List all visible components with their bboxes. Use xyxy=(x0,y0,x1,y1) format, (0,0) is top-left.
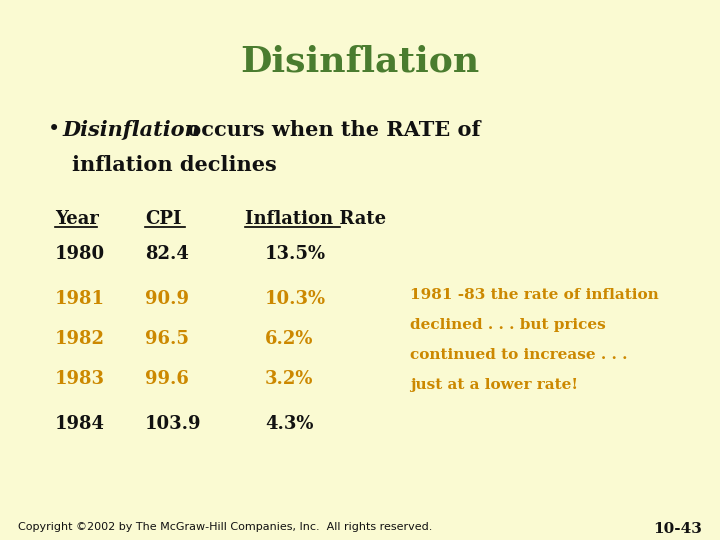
Text: inflation declines: inflation declines xyxy=(72,155,276,175)
Text: continued to increase . . .: continued to increase . . . xyxy=(410,348,628,362)
Text: 1982: 1982 xyxy=(55,330,105,348)
Text: Copyright ©2002 by The McGraw-Hill Companies, Inc.  All rights reserved.: Copyright ©2002 by The McGraw-Hill Compa… xyxy=(18,522,433,532)
Text: declined . . . but prices: declined . . . but prices xyxy=(410,318,606,332)
Text: 96.5: 96.5 xyxy=(145,330,189,348)
Text: 13.5%: 13.5% xyxy=(265,245,326,263)
Text: 1984: 1984 xyxy=(55,415,105,433)
Text: 1981: 1981 xyxy=(55,290,105,308)
Text: •: • xyxy=(48,120,60,139)
Text: 1980: 1980 xyxy=(55,245,105,263)
Text: 103.9: 103.9 xyxy=(145,415,202,433)
Text: Inflation Rate: Inflation Rate xyxy=(245,210,386,228)
Text: CPI: CPI xyxy=(145,210,181,228)
Text: 1981 -83 the rate of inflation: 1981 -83 the rate of inflation xyxy=(410,288,659,302)
Text: just at a lower rate!: just at a lower rate! xyxy=(410,378,578,392)
Text: 3.2%: 3.2% xyxy=(265,370,313,388)
Text: 90.9: 90.9 xyxy=(145,290,189,308)
Text: 4.3%: 4.3% xyxy=(265,415,313,433)
Text: 10-43: 10-43 xyxy=(653,522,702,536)
Text: occurs when the RATE of: occurs when the RATE of xyxy=(180,120,480,140)
Text: 99.6: 99.6 xyxy=(145,370,189,388)
Text: 82.4: 82.4 xyxy=(145,245,189,263)
Text: Disinflation: Disinflation xyxy=(62,120,199,140)
Text: 6.2%: 6.2% xyxy=(265,330,313,348)
Text: 1983: 1983 xyxy=(55,370,105,388)
Text: Disinflation: Disinflation xyxy=(240,45,480,79)
Text: Year: Year xyxy=(55,210,99,228)
Text: 10.3%: 10.3% xyxy=(265,290,326,308)
